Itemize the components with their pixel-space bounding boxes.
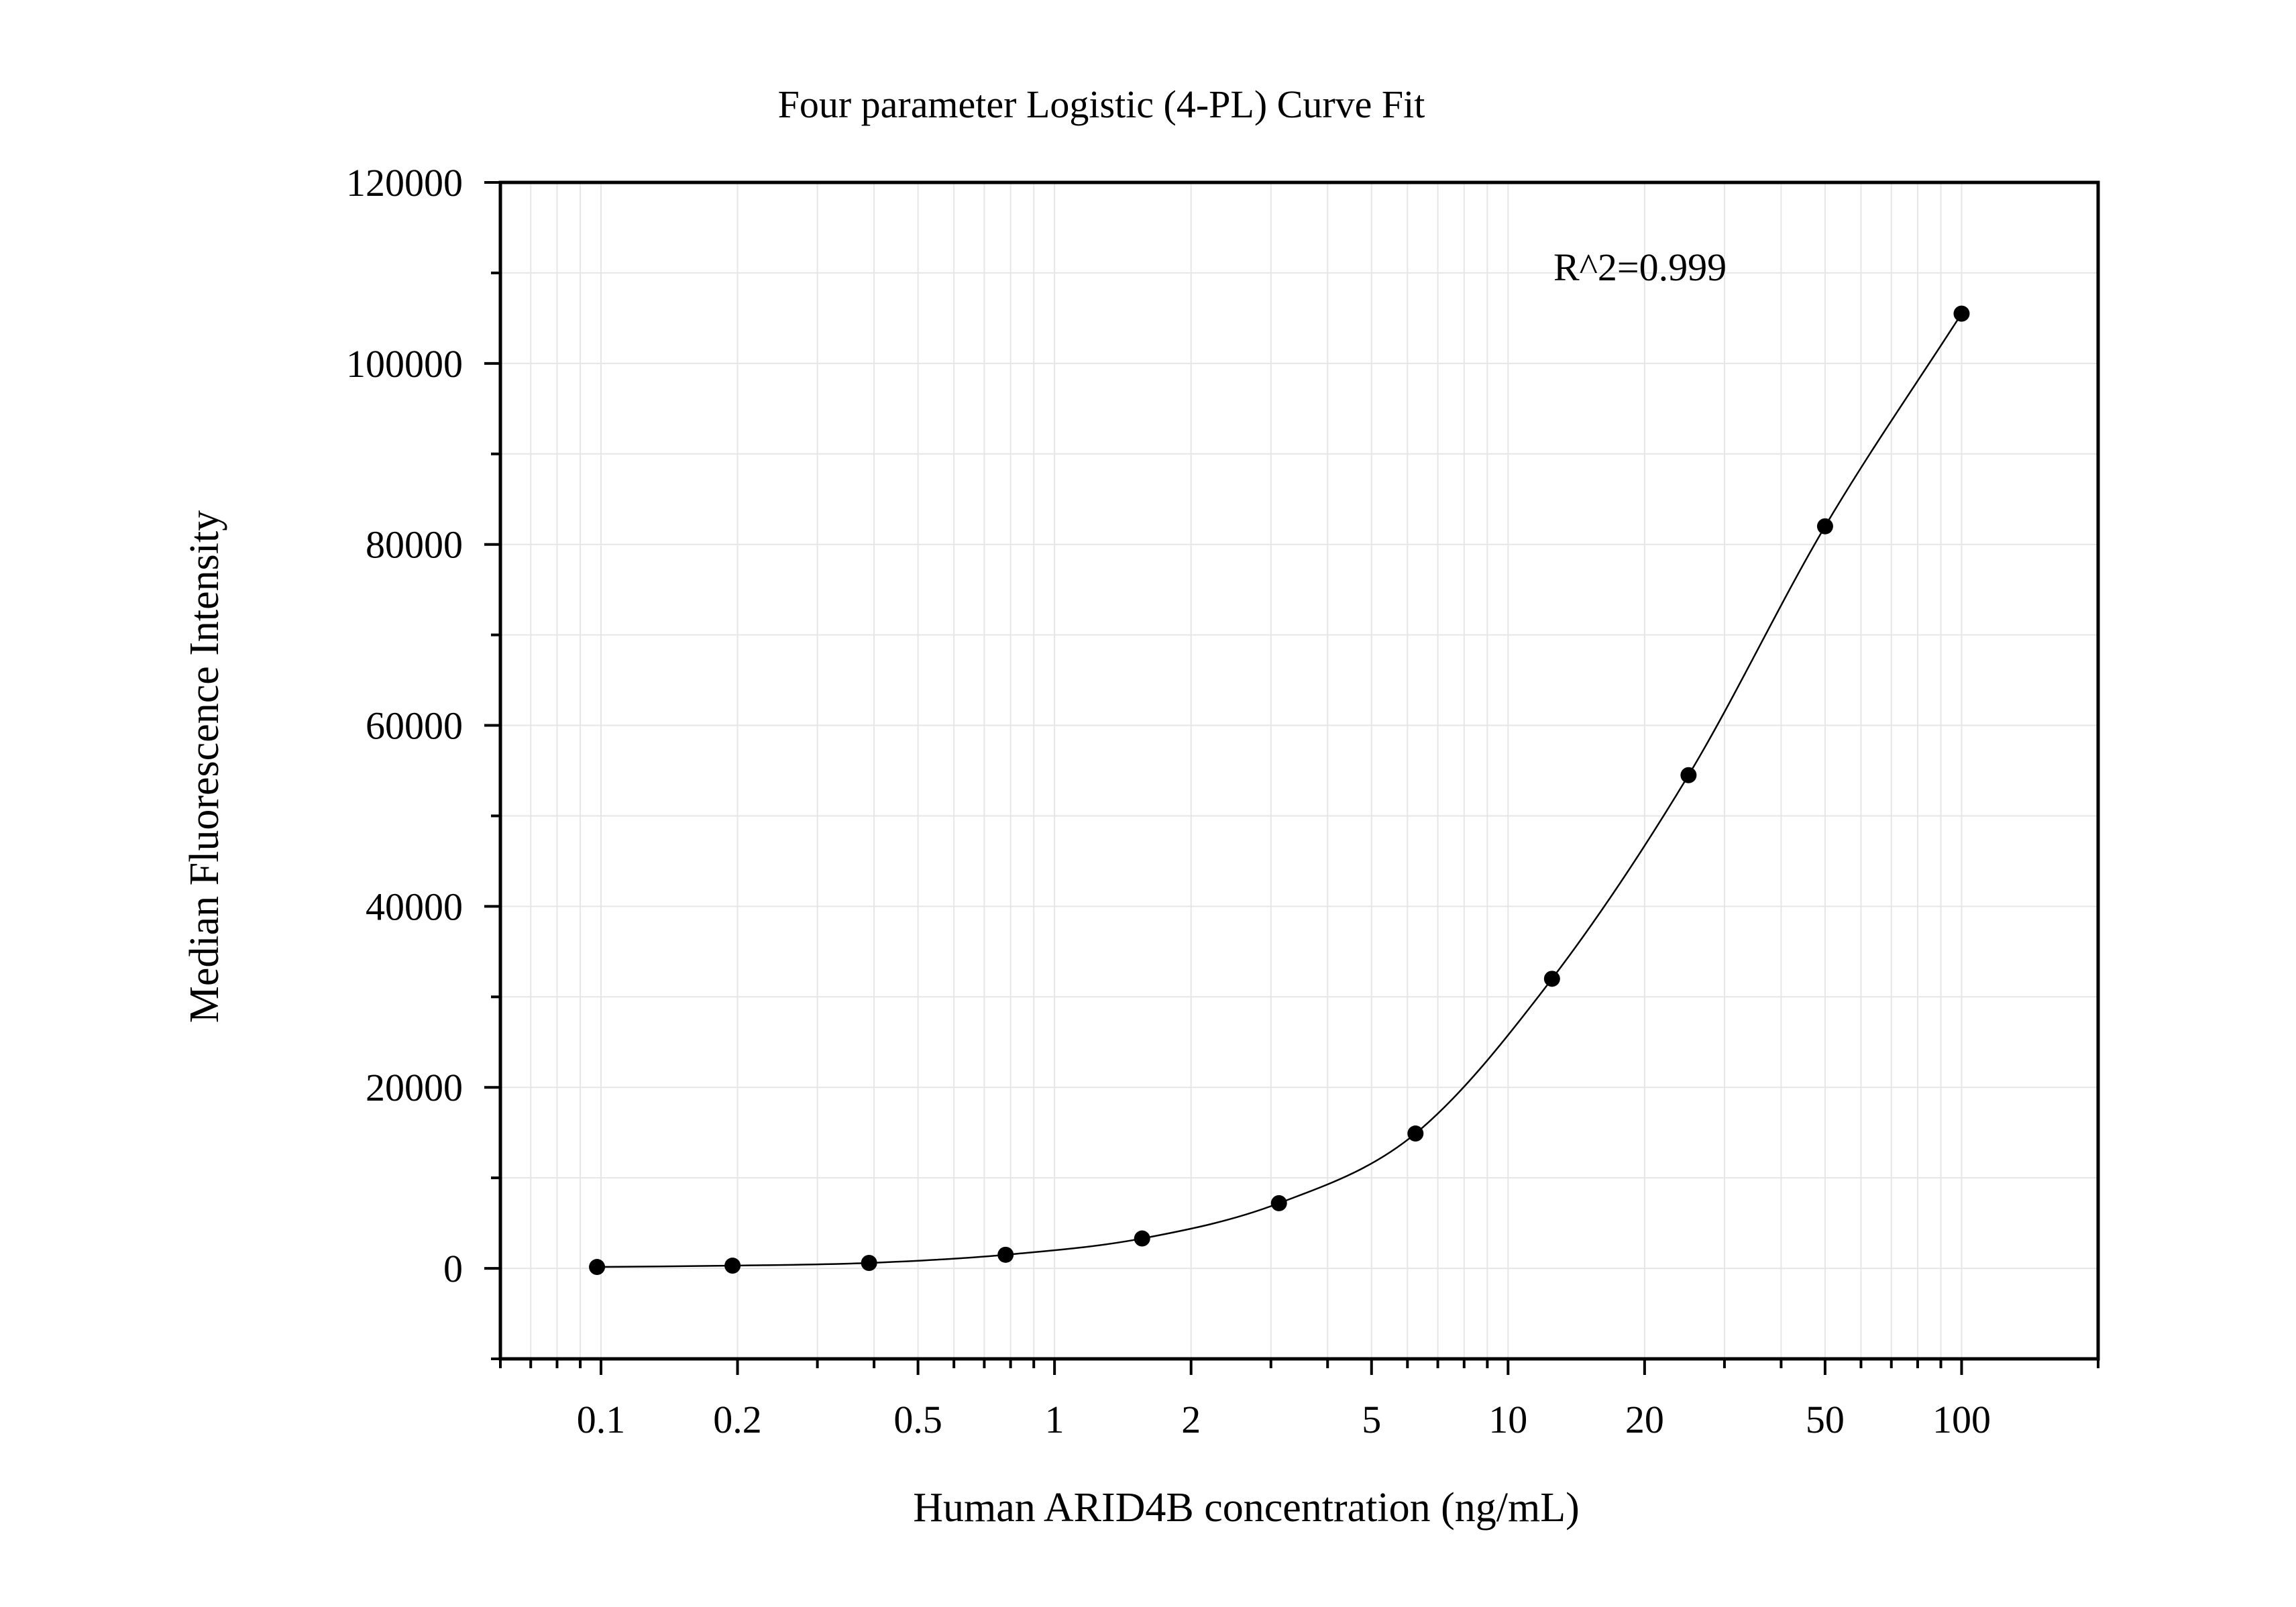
x-tick-label: 0.1 (577, 1398, 626, 1441)
data-point (1270, 1195, 1287, 1211)
data-point (1680, 767, 1697, 783)
y-tick-label: 40000 (366, 885, 463, 928)
data-point (1543, 971, 1560, 987)
data-point (1816, 518, 1833, 535)
x-tick-label: 5 (1362, 1398, 1381, 1441)
data-point (861, 1254, 877, 1271)
x-tick-label: 0.5 (893, 1398, 942, 1441)
x-axis-label: Human ARID4B concentration (ng/mL) (913, 1485, 1580, 1531)
x-tick-label: 50 (1806, 1398, 1845, 1441)
y-tick-label: 120000 (346, 161, 463, 205)
x-tick-label: 0.2 (713, 1398, 762, 1441)
y-tick-label: 80000 (366, 523, 463, 567)
fit-curve-line (597, 313, 1963, 1268)
data-point (1407, 1125, 1424, 1142)
data-point (997, 1246, 1014, 1263)
data-points (589, 305, 1970, 1276)
data-point (724, 1258, 741, 1274)
grid-lines (500, 182, 2099, 1360)
y-axis-label: Median Fluorescence Intensity (182, 510, 227, 1023)
x-tick-label: 1 (1045, 1398, 1064, 1441)
y-tick-label: 100000 (346, 342, 463, 386)
x-tick-labels: 0.1 0.2 0.5 1 2 5 10 20 50 100 (577, 1398, 1991, 1441)
x-tick-label: 20 (1625, 1398, 1664, 1441)
y-tick-label: 20000 (366, 1066, 463, 1109)
y-tick-label: 60000 (366, 704, 463, 748)
x-tick-label: 2 (1181, 1398, 1201, 1441)
chart-title: Four parameter Logistic (4-PL) Curve Fit (778, 82, 1425, 126)
y-tick-label: 0 (443, 1247, 463, 1290)
axis-ticks (484, 181, 2099, 1375)
data-point (1953, 305, 1970, 322)
r-squared-annotation: R^2=0.999 (1553, 245, 1727, 289)
data-point (1134, 1230, 1150, 1247)
x-tick-label: 10 (1488, 1398, 1527, 1441)
x-tick-label: 100 (1932, 1398, 1991, 1441)
y-tick-labels: 0 20000 40000 60000 80000 100000 120000 (346, 161, 463, 1290)
plot-frame (498, 180, 2100, 1361)
data-point (589, 1259, 606, 1276)
